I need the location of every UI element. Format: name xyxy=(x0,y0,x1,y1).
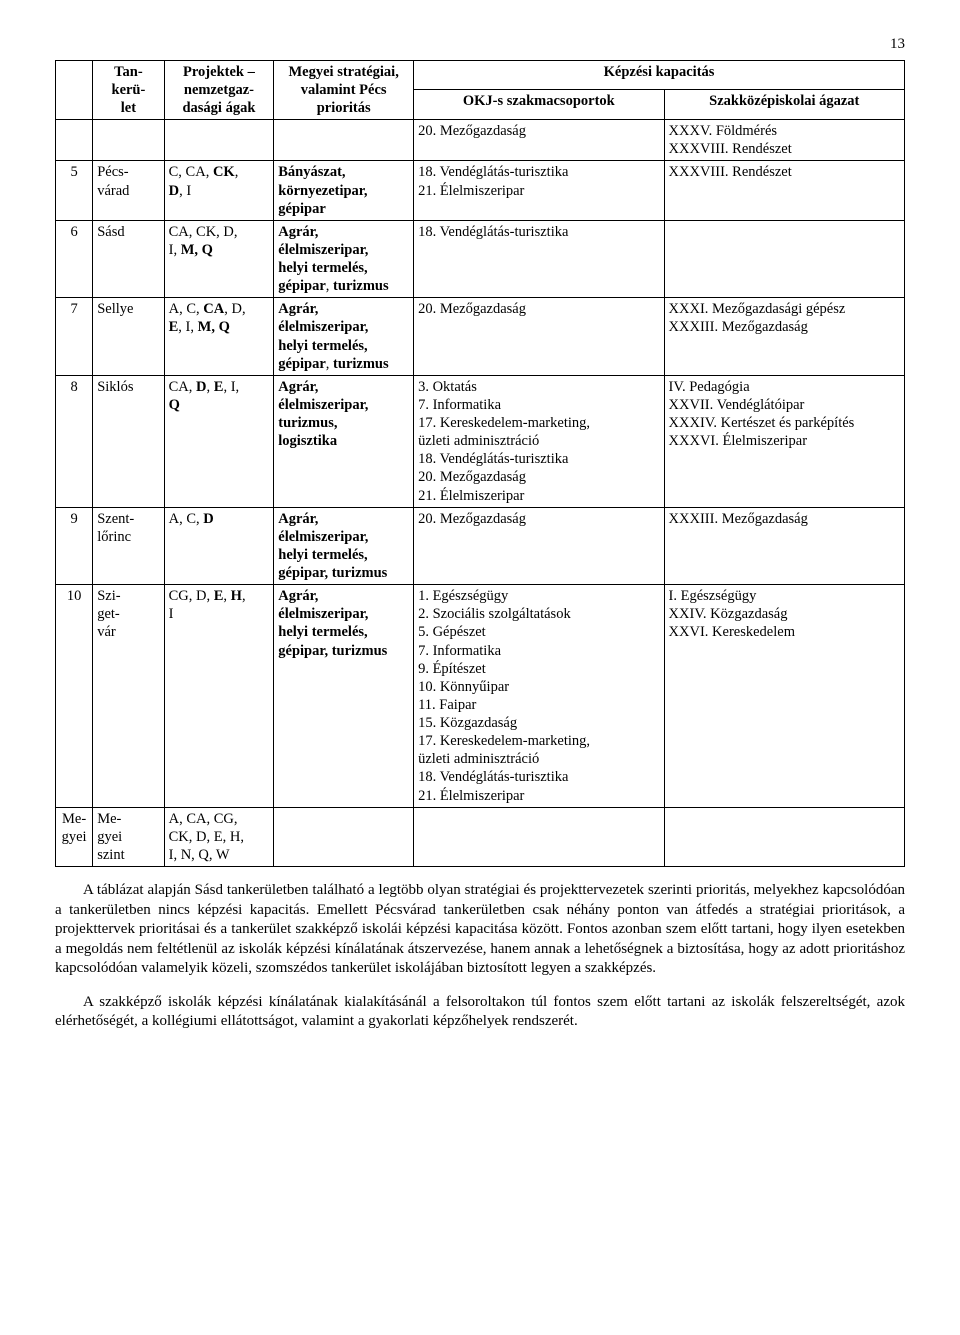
cell-agazat xyxy=(664,807,904,866)
cell-index: 10 xyxy=(56,585,93,808)
cell-okj: 20. Mezőgazdaság xyxy=(414,120,664,161)
th-projektek: Projektek –nemzetgaz-dasági ágak xyxy=(164,60,274,119)
cell-agazat: XXXI. Mezőgazdasági gépészXXXIII. Mezőga… xyxy=(664,298,904,376)
cell-projektek: CA, CK, D,I, M, Q xyxy=(164,220,274,298)
cell-index: Me-gyei xyxy=(56,807,93,866)
table-row: 7SellyeA, C, CA, D,E, I, M, QAgrár,élelm… xyxy=(56,298,905,376)
cell-projektek xyxy=(164,120,274,161)
cell-agazat: XXXV. FöldmérésXXXVIII. Rendészet xyxy=(664,120,904,161)
cell-okj: 3. Oktatás7. Informatika17. Kereskedelem… xyxy=(414,375,664,507)
page-number: 13 xyxy=(55,35,905,54)
th-tankerulet: Tan-kerü-let xyxy=(93,60,164,119)
th-strategia: Megyei stratégiai,valamint Pécsprioritás xyxy=(274,60,414,119)
th-kepzesi-kapacitas: Képzési kapacitás xyxy=(414,60,905,90)
cell-agazat xyxy=(664,220,904,298)
cell-okj: 18. Vendéglátás-turisztika xyxy=(414,220,664,298)
cell-index: 6 xyxy=(56,220,93,298)
cell-agazat: XXXVIII. Rendészet xyxy=(664,161,904,220)
training-capacity-table: Tan-kerü-let Projektek –nemzetgaz-dasági… xyxy=(55,60,905,867)
cell-projektek: CG, D, E, H,I xyxy=(164,585,274,808)
paragraph-1: A táblázat alapján Sásd tankerületben ta… xyxy=(55,881,905,979)
cell-tankerulet: Pécs-várad xyxy=(93,161,164,220)
cell-index xyxy=(56,120,93,161)
table-row: 5Pécs-váradC, CA, CK,D, IBányászat,körny… xyxy=(56,161,905,220)
cell-agazat: XXXIII. Mezőgazdaság xyxy=(664,507,904,585)
cell-tankerulet: Siklós xyxy=(93,375,164,507)
cell-projektek: CA, D, E, I,Q xyxy=(164,375,274,507)
th-agazat: Szakközépiskolai ágazat xyxy=(664,90,904,120)
cell-strategia: Agrár,élelmiszeripar,helyi termelés,gépi… xyxy=(274,298,414,376)
table-row: 6SásdCA, CK, D,I, M, QAgrár,élelmiszerip… xyxy=(56,220,905,298)
cell-strategia xyxy=(274,120,414,161)
table-row: 10Szi-get-várCG, D, E, H,IAgrár,élelmisz… xyxy=(56,585,905,808)
cell-tankerulet: Szent-lőrinc xyxy=(93,507,164,585)
cell-tankerulet: Szi-get-vár xyxy=(93,585,164,808)
cell-strategia: Bányászat,környezetipar,gépipar xyxy=(274,161,414,220)
cell-tankerulet: Me-gyeiszint xyxy=(93,807,164,866)
paragraph-2: A szakképző iskolák képzési kínálatának … xyxy=(55,993,905,1032)
table-row: 8SiklósCA, D, E, I,QAgrár,élelmiszeripar… xyxy=(56,375,905,507)
cell-agazat: IV. PedagógiaXXVII. VendéglátóiparXXXIV.… xyxy=(664,375,904,507)
cell-projektek: C, CA, CK,D, I xyxy=(164,161,274,220)
cell-okj: 1. Egészségügy2. Szociális szolgáltatáso… xyxy=(414,585,664,808)
cell-tankerulet: Sásd xyxy=(93,220,164,298)
cell-strategia: Agrár,élelmiszeripar,helyi termelés,gépi… xyxy=(274,220,414,298)
cell-projektek: A, C, D xyxy=(164,507,274,585)
cell-index: 8 xyxy=(56,375,93,507)
cell-okj: 18. Vendéglátás-turisztika21. Élelmiszer… xyxy=(414,161,664,220)
cell-strategia: Agrár,élelmiszeripar,helyi termelés,gépi… xyxy=(274,585,414,808)
cell-strategia: Agrár,élelmiszeripar,helyi termelés,gépi… xyxy=(274,507,414,585)
cell-projektek: A, CA, CG,CK, D, E, H,I, N, Q, W xyxy=(164,807,274,866)
cell-tankerulet xyxy=(93,120,164,161)
cell-tankerulet: Sellye xyxy=(93,298,164,376)
table-row: 9Szent-lőrincA, C, DAgrár,élelmiszeripar… xyxy=(56,507,905,585)
cell-okj: 20. Mezőgazdaság xyxy=(414,298,664,376)
cell-projektek: A, C, CA, D,E, I, M, Q xyxy=(164,298,274,376)
cell-strategia: Agrár,élelmiszeripar,turizmus,logisztika xyxy=(274,375,414,507)
cell-agazat: I. EgészségügyXXIV. KözgazdaságXXVI. Ker… xyxy=(664,585,904,808)
cell-index: 5 xyxy=(56,161,93,220)
table-row: 20. MezőgazdaságXXXV. FöldmérésXXXVIII. … xyxy=(56,120,905,161)
th-okj: OKJ-s szakmacsoportok xyxy=(414,90,664,120)
cell-okj: 20. Mezőgazdaság xyxy=(414,507,664,585)
cell-index: 7 xyxy=(56,298,93,376)
table-row: Me-gyeiMe-gyeiszintA, CA, CG,CK, D, E, H… xyxy=(56,807,905,866)
cell-okj xyxy=(414,807,664,866)
th-index xyxy=(56,60,93,119)
cell-index: 9 xyxy=(56,507,93,585)
cell-strategia xyxy=(274,807,414,866)
